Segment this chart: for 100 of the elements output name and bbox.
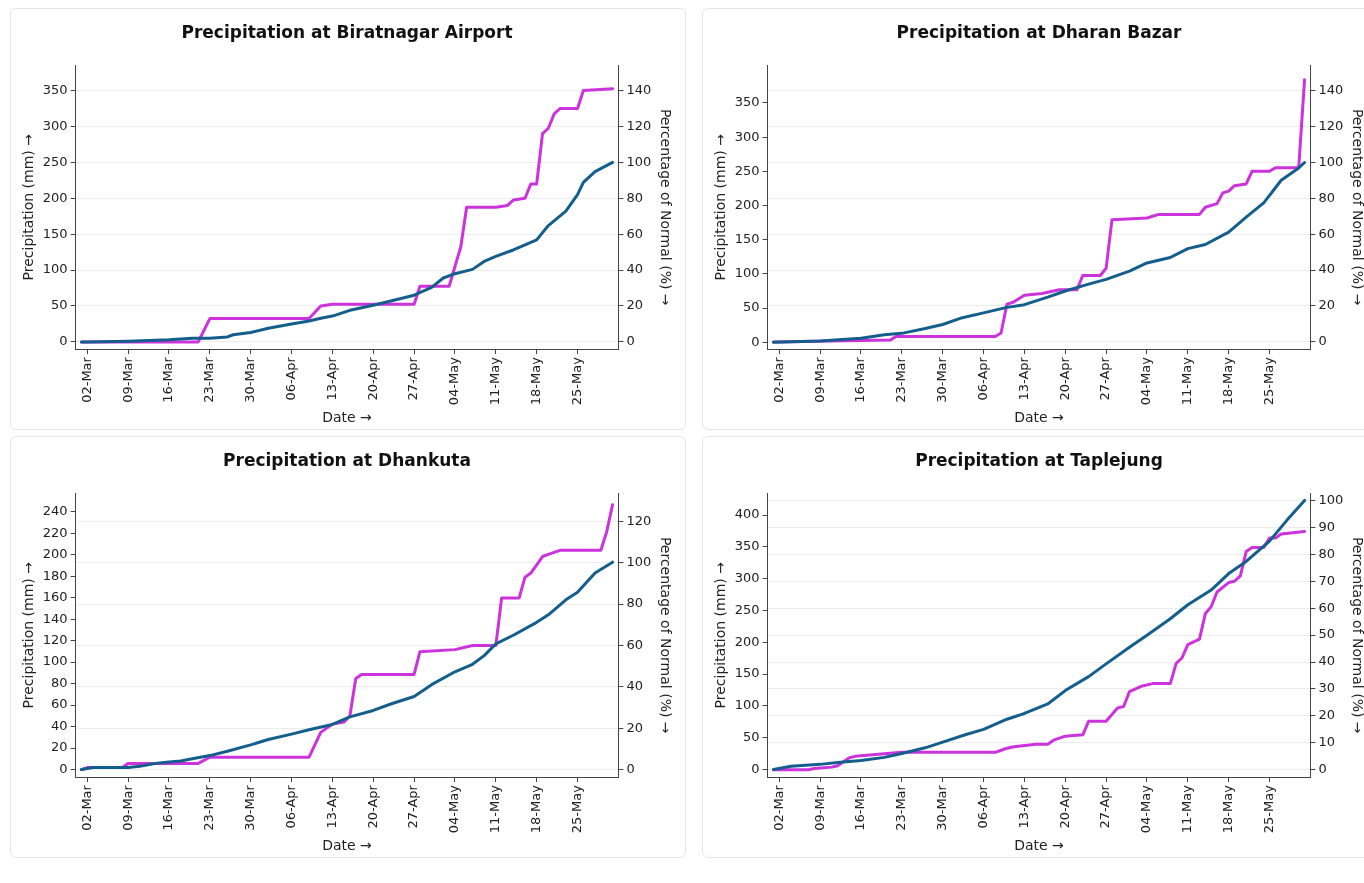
y-tick-label: 0 [59,760,68,776]
x-tick-label: 18-May [528,784,544,834]
y2-tick-label: 40 [1318,653,1335,669]
x-tick-label: 20-Apr [1056,784,1072,829]
x-tick-label: 23-Mar [201,784,217,831]
x-tick-label: 06-Apr [282,356,298,401]
y-tick-label: 0 [59,333,68,349]
x-tick-label: 09-Mar [811,356,827,403]
y2-tick-label: 60 [626,225,643,241]
y2-tick-label: 0 [1318,761,1327,777]
chart-title: Precipitation at Taplejung [915,449,1163,470]
y-axis-title: Precipitation (mm) → [712,561,729,709]
x-tick-label: 30-Mar [242,784,258,831]
x-tick-label: 09-Mar [119,356,135,403]
x-tick-label: 27-Apr [405,356,421,401]
x-tick-label: 27-Apr [405,784,421,829]
y-tick-label: 150 [734,231,760,247]
y-tick-label: 50 [51,297,68,313]
y-tick-label: 180 [42,567,68,583]
x-tick-label: 25-May [1260,356,1276,406]
x-tick-label: 11-May [1179,356,1195,406]
x-tick-label: 04-May [1138,784,1154,834]
y-axis-title: Precipitation (mm) → [712,133,729,281]
x-tick-label: 20-Apr [364,356,380,401]
x-tick-label: 18-May [1220,356,1236,406]
y2-axis-title: Percentage of Normal (%) → [1349,536,1364,734]
x-tick-label: 04-May [446,784,462,834]
x-tick-label: 30-Mar [934,784,950,831]
x-tick-label: 25-May [1260,784,1276,834]
y2-tick-label: 80 [626,189,643,205]
y-tick-label: 100 [42,261,68,277]
x-tick-label: 30-Mar [242,356,258,403]
y-tick-label: 300 [42,117,68,133]
x-tick-label: 13-Apr [1015,356,1031,401]
y2-tick-label: 20 [626,297,643,313]
y-tick-label: 250 [42,153,68,169]
y2-tick-label: 0 [626,761,635,777]
x-tick-label: 02-Mar [770,356,786,403]
y-tick-label: 200 [734,633,760,649]
y-tick-label: 220 [42,524,68,540]
y2-tick-label: 20 [626,719,643,735]
y-tick-label: 160 [42,589,68,605]
y-tick-label: 200 [42,546,68,562]
x-tick-label: 16-Mar [852,356,868,403]
x-tick-label: 09-Mar [811,784,827,831]
x-tick-label: 11-May [1179,784,1195,834]
x-tick-label: 09-Mar [119,784,135,831]
y-tick-label: 350 [734,94,760,110]
x-tick-label: 04-May [446,356,462,406]
x-tick-label: 23-Mar [893,356,909,403]
y2-tick-label: 80 [1318,189,1335,205]
y2-tick-label: 100 [626,554,652,570]
y2-tick-label: 90 [1318,518,1335,534]
y2-tick-label: 60 [1318,225,1335,241]
y-tick-label: 350 [734,538,760,554]
x-tick-label: 30-Mar [934,356,950,403]
y2-tick-label: 80 [1318,545,1335,561]
y-tick-label: 20 [51,739,68,755]
x-axis-title: Date → [1014,409,1065,426]
y2-tick-label: 40 [626,678,643,694]
y-tick-label: 100 [42,653,68,669]
x-axis-title: Date → [1014,837,1065,854]
x-tick-label: 11-May [487,356,503,406]
y-tick-label: 300 [734,128,760,144]
x-tick-label: 13-Apr [323,784,339,829]
y2-tick-label: 140 [1318,81,1344,97]
x-tick-label: 18-May [1220,784,1236,834]
y-axis-title: Precipitation (mm) → [20,561,37,709]
y-tick-label: 150 [734,665,760,681]
x-tick-label: 04-May [1138,356,1154,406]
y-tick-label: 250 [734,162,760,178]
y-tick-label: 300 [734,570,760,586]
y2-tick-label: 70 [1318,572,1335,588]
y-tick-label: 150 [42,225,68,241]
x-tick-label: 06-Apr [282,784,298,829]
chart-title: Precipitation at Dharan Bazar [896,21,1182,42]
x-tick-label: 25-May [568,784,584,834]
y-axis-title: Precipitation (mm) → [20,133,37,281]
y2-tick-label: 30 [1318,680,1335,696]
x-tick-label: 02-Mar [770,784,786,831]
y-tick-label: 250 [734,601,760,617]
x-tick-label: 16-Mar [852,784,868,831]
x-tick-label: 20-Apr [1056,356,1072,401]
y-tick-label: 50 [743,729,760,745]
y2-tick-label: 10 [1318,734,1335,750]
y-tick-label: 120 [42,631,68,647]
y2-tick-label: 60 [626,636,643,652]
x-tick-label: 06-Apr [974,356,990,401]
y2-tick-label: 0 [626,333,635,349]
x-tick-label: 23-Mar [201,356,217,403]
y2-tick-label: 120 [1318,117,1344,133]
chart-title: Precipitation at Dhankuta [223,449,471,470]
y2-tick-label: 50 [1318,626,1335,642]
y-tick-label: 0 [751,333,760,349]
y2-axis-title: Percentage of Normal (%) → [657,536,674,734]
y2-axis-title: Percentage of Normal (%) → [1349,108,1364,306]
y2-tick-label: 40 [626,261,643,277]
x-tick-label: 06-Apr [974,784,990,829]
y-tick-label: 100 [734,265,760,281]
y-tick-label: 40 [51,717,68,733]
